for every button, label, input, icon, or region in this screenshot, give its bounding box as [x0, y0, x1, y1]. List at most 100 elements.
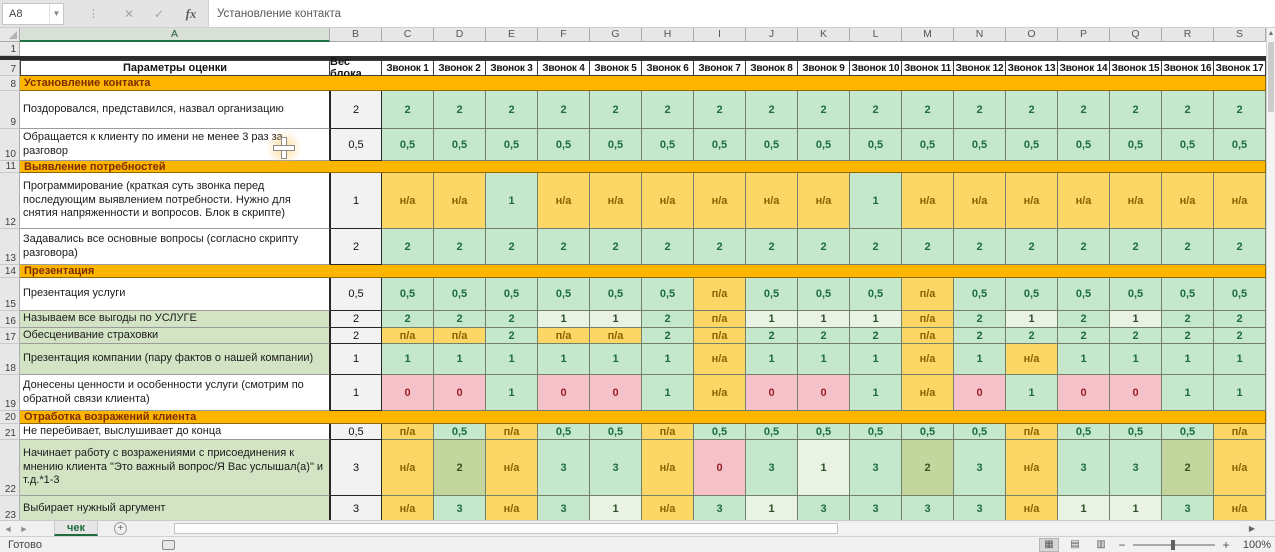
score-cell[interactable]: 0,5	[590, 424, 642, 440]
score-cell[interactable]: 0,5	[642, 129, 694, 161]
criterion-label-cell[interactable]: Обращается к клиенту по имени не менее 3…	[20, 129, 330, 161]
score-cell[interactable]: 1	[1214, 344, 1266, 375]
weight-cell[interactable]: 1	[330, 375, 382, 411]
score-cell[interactable]: 0,5	[1058, 129, 1110, 161]
column-header-E[interactable]: E	[486, 28, 538, 42]
score-cell[interactable]: 2	[590, 229, 642, 265]
score-cell[interactable]: н/а	[382, 440, 434, 496]
score-cell[interactable]: 1	[1162, 344, 1214, 375]
header-call-14[interactable]: Звонок 14	[1058, 60, 1110, 76]
score-cell[interactable]: 0	[746, 375, 798, 411]
score-cell[interactable]: н/а	[798, 173, 850, 229]
header-params-cell[interactable]: Параметры оценки	[20, 60, 330, 76]
score-cell[interactable]: п/а	[902, 278, 954, 311]
score-cell[interactable]: 1	[590, 496, 642, 520]
row-number[interactable]: 7	[0, 60, 20, 76]
score-cell[interactable]: 0,5	[1162, 278, 1214, 311]
score-cell[interactable]: 1	[486, 344, 538, 375]
column-header-J[interactable]: J	[746, 28, 798, 42]
add-sheet-button[interactable]: +	[114, 522, 128, 535]
score-cell[interactable]: 2	[434, 229, 486, 265]
score-cell[interactable]: 3	[1162, 496, 1214, 520]
score-cell[interactable]: 0,5	[694, 424, 746, 440]
cancel-icon[interactable]: ✕	[123, 6, 135, 21]
weight-cell[interactable]: 2	[330, 311, 382, 328]
score-cell[interactable]: 2	[1058, 91, 1110, 129]
insert-function-icon[interactable]: fx	[185, 5, 197, 21]
score-cell[interactable]: 2	[642, 328, 694, 344]
column-header-D[interactable]: D	[434, 28, 486, 42]
weight-cell[interactable]: 3	[330, 440, 382, 496]
horizontal-scrollbar[interactable]	[170, 523, 1241, 534]
score-cell[interactable]: н/а	[1006, 496, 1058, 520]
score-cell[interactable]: п/а	[590, 328, 642, 344]
score-cell[interactable]: 0	[1058, 375, 1110, 411]
column-header-H[interactable]: H	[642, 28, 694, 42]
criterion-label-cell[interactable]: Презентация компании (пару фактов о наше…	[20, 344, 330, 375]
section-cell[interactable]: Презентация	[20, 265, 1266, 278]
weight-cell[interactable]: 3	[330, 496, 382, 520]
section-cell[interactable]: Выявление потребностей	[20, 161, 1266, 173]
zoom-in-button[interactable]: +	[1222, 537, 1230, 552]
score-cell[interactable]: 0	[694, 440, 746, 496]
score-cell[interactable]: 0	[538, 375, 590, 411]
score-cell[interactable]: 1	[850, 311, 902, 328]
score-cell[interactable]: н/а	[486, 440, 538, 496]
score-cell[interactable]: 2	[954, 311, 1006, 328]
score-cell[interactable]: 1	[1058, 344, 1110, 375]
score-cell[interactable]: 3	[954, 496, 1006, 520]
score-cell[interactable]: 2	[798, 229, 850, 265]
weight-cell[interactable]: 0,5	[330, 424, 382, 440]
score-cell[interactable]: 2	[798, 91, 850, 129]
score-cell[interactable]: 1	[1006, 375, 1058, 411]
column-header-K[interactable]: K	[798, 28, 850, 42]
score-cell[interactable]: п/а	[538, 328, 590, 344]
score-cell[interactable]: 1	[434, 344, 486, 375]
score-cell[interactable]: 0,5	[798, 129, 850, 161]
score-cell[interactable]: 3	[954, 440, 1006, 496]
score-cell[interactable]: 0,5	[1006, 129, 1058, 161]
view-normal-button[interactable]: ▦	[1039, 537, 1059, 552]
enter-icon[interactable]: ✓	[153, 6, 165, 21]
score-cell[interactable]: 0,5	[902, 129, 954, 161]
score-cell[interactable]: 2	[850, 229, 902, 265]
header-call-2[interactable]: Звонок 2	[434, 60, 486, 76]
horizontal-scrollbar-thumb[interactable]	[174, 523, 839, 534]
score-cell[interactable]: 2	[434, 440, 486, 496]
score-cell[interactable]: 0,5	[746, 129, 798, 161]
score-cell[interactable]: 1	[798, 344, 850, 375]
score-cell[interactable]: 0,5	[538, 424, 590, 440]
score-cell[interactable]: 2	[798, 328, 850, 344]
score-cell[interactable]: 1	[1110, 344, 1162, 375]
score-cell[interactable]: 2	[850, 91, 902, 129]
column-header-L[interactable]: L	[850, 28, 902, 42]
score-cell[interactable]: 3	[850, 440, 902, 496]
criterion-label-cell[interactable]: Задавались все основные вопросы (согласн…	[20, 229, 330, 265]
criterion-label-cell[interactable]: Обесценивание страховки	[20, 328, 330, 344]
score-cell[interactable]: 2	[1214, 91, 1266, 129]
row-number[interactable]: 21	[0, 424, 20, 440]
cell-name-box[interactable]: A8 ▼	[2, 2, 64, 25]
score-cell[interactable]: п/а	[434, 328, 486, 344]
view-page-layout-button[interactable]: ▤	[1070, 539, 1080, 550]
score-cell[interactable]: 0	[382, 375, 434, 411]
score-cell[interactable]: н/а	[382, 173, 434, 229]
score-cell[interactable]: 0	[1110, 375, 1162, 411]
score-cell[interactable]: 2	[1110, 91, 1162, 129]
score-cell[interactable]: 0,5	[538, 129, 590, 161]
score-cell[interactable]: 0,5	[902, 424, 954, 440]
score-cell[interactable]: н/а	[486, 496, 538, 520]
header-call-11[interactable]: Звонок 11	[902, 60, 954, 76]
vertical-scrollbar-thumb[interactable]	[1268, 42, 1274, 112]
score-cell[interactable]: п/а	[902, 328, 954, 344]
scroll-up-icon[interactable]: ▲	[1267, 30, 1275, 37]
score-cell[interactable]: н/а	[1006, 344, 1058, 375]
score-cell[interactable]: 0	[954, 375, 1006, 411]
score-cell[interactable]: 0,5	[642, 278, 694, 311]
vertical-scrollbar[interactable]: ▲	[1266, 28, 1275, 520]
header-call-16[interactable]: Звонок 16	[1162, 60, 1214, 76]
score-cell[interactable]: 2	[902, 91, 954, 129]
score-cell[interactable]: 0,5	[746, 278, 798, 311]
criterion-label-cell[interactable]: Выбирает нужный аргумент	[20, 496, 330, 520]
score-cell[interactable]: 2	[1214, 311, 1266, 328]
